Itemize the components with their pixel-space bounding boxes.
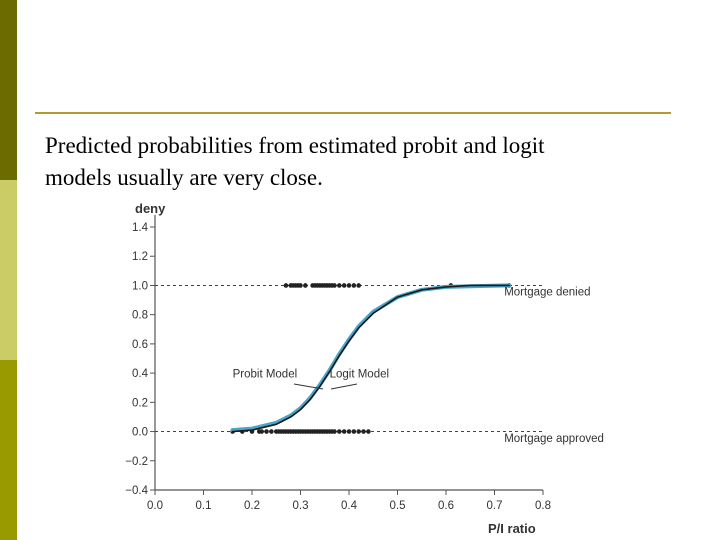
y-tick-label: 1.2: [132, 251, 148, 263]
x-tick-label: 0.3: [293, 500, 309, 512]
approved-point: [269, 429, 274, 434]
approved-point: [259, 429, 265, 434]
denied-point: [303, 283, 308, 288]
caption-line-1: Predicted probabilities from estimated p…: [45, 133, 545, 158]
y-tick-label: 0.2: [132, 397, 148, 409]
denied-point: [346, 283, 352, 288]
x-tick-label: 0.2: [244, 500, 260, 512]
annotation-mortgage-approved: Mortgage approved: [504, 433, 604, 445]
x-tick-label: 0.6: [438, 500, 454, 512]
denied-point: [332, 283, 337, 288]
slide-caption: Predicted probabilities from estimated p…: [45, 130, 685, 194]
denied-point: [356, 283, 362, 288]
sidebar-accent-middle: [0, 180, 17, 360]
approved-point: [332, 429, 337, 434]
y-tick-label: 0.0: [132, 427, 148, 439]
denied-point: [298, 283, 303, 288]
approved-point: [337, 429, 342, 434]
x-tick-label: 0.4: [341, 500, 358, 512]
y-tick-label: 0.8: [132, 310, 148, 322]
probit-leader-line: [293, 383, 324, 390]
y-axis-title: deny: [135, 201, 166, 216]
logit-curve: [230, 283, 512, 433]
approved-point: [361, 429, 366, 434]
x-tick-label: 0.0: [147, 500, 163, 512]
y-tick-label: 1.4: [132, 222, 149, 234]
annotation-logit-model: Logit Model: [330, 368, 389, 380]
y-tick-label: −0.4: [125, 485, 148, 497]
x-tick-label: 0.1: [196, 500, 212, 512]
approved-point: [356, 429, 362, 434]
sidebar-accent-bottom: [0, 360, 17, 540]
denied-point: [351, 283, 357, 288]
y-tick-label: 0.4: [132, 368, 149, 380]
annotation-mortgage-denied: Mortgage denied: [504, 287, 590, 299]
approved-point: [264, 429, 269, 434]
y-tick-label: 1.0: [132, 280, 148, 292]
approved-point: [341, 429, 347, 434]
denied-point: [337, 283, 342, 288]
x-tick-label: 0.8: [535, 500, 551, 512]
x-tick-label: 0.7: [487, 500, 503, 512]
approved-point: [346, 429, 352, 434]
approved-point: [366, 429, 371, 434]
y-tick-label: 0.6: [132, 339, 148, 351]
x-tick-label: 0.5: [390, 500, 406, 512]
denied-point: [341, 283, 347, 288]
probit-curve: [231, 284, 510, 433]
caption-line-2: models usually are very close.: [45, 165, 323, 190]
annotation-probit-model: Probit Model: [233, 368, 298, 380]
approved-point: [351, 429, 357, 434]
sidebar-accent-top: [0, 0, 17, 180]
logit-leader-line: [330, 383, 358, 390]
denied-point: [283, 283, 289, 288]
title-divider: [35, 112, 671, 114]
y-tick-label: −0.2: [125, 456, 148, 468]
x-axis-title: P/I ratio: [488, 521, 536, 536]
